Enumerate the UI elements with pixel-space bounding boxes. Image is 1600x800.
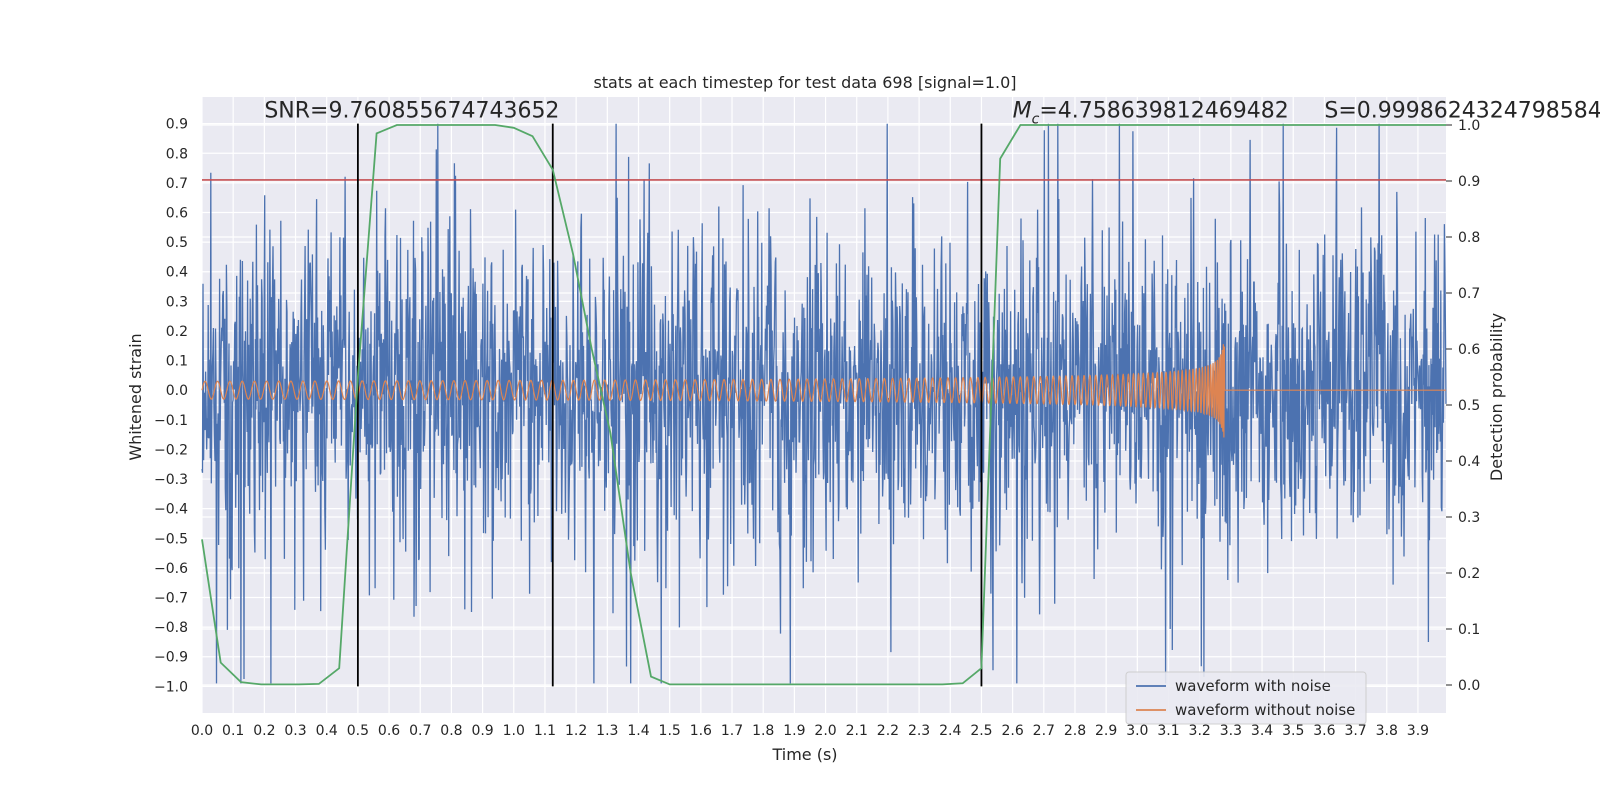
marker-lines	[356, 123, 983, 687]
x-tick-label: 0.1	[222, 723, 244, 739]
x-tick-label: 3.9	[1407, 723, 1429, 739]
y2-tick-label: 0.5	[1458, 398, 1480, 414]
x-tick-label: 2.3	[908, 723, 930, 739]
legend-label-with-noise: waveform with noise	[1175, 677, 1331, 695]
x-tick-label: 1.6	[690, 723, 712, 739]
x-tick-label: 2.8	[1064, 723, 1086, 739]
x-tick-label: 1.5	[659, 723, 681, 739]
x-tick-label: 2.2	[877, 723, 899, 739]
x-tick-label: 1.4	[627, 723, 649, 739]
y2-tick-label: 0.0	[1458, 678, 1480, 694]
x-tick-label: 0.2	[253, 723, 275, 739]
y-tick-label: 0.4	[166, 265, 188, 281]
noise-waveform-line	[201, 123, 1447, 684]
x-tick-label: 3.2	[1189, 723, 1211, 739]
x-tick-label: 2.5	[970, 723, 992, 739]
x-tick-label: 3.8	[1376, 723, 1398, 739]
x-tick-label: 3.0	[1126, 723, 1148, 739]
annotation-chirp-mass: Mc=4.758639812469482	[1013, 99, 1289, 128]
x-tick-label: 1.0	[503, 723, 525, 739]
x-tick-label: 2.0	[814, 723, 836, 739]
x-tick-label: 1.1	[534, 723, 556, 739]
x-tick-label: 3.1	[1157, 723, 1179, 739]
series-detection-probability	[201, 124, 1446, 686]
x-tick-label: 3.4	[1251, 723, 1273, 739]
y-tick-label: 0.9	[166, 117, 188, 133]
y-tick-label: −0.9	[154, 650, 188, 666]
x-tick-label: 3.6	[1313, 723, 1335, 739]
x-tick-label: 2.9	[1095, 723, 1117, 739]
y2-tick-label: 0.9	[1458, 174, 1480, 190]
y2-tick-label: 0.4	[1458, 454, 1480, 470]
x-tick-label: 3.3	[1220, 723, 1242, 739]
y-tick-label: 0.3	[166, 294, 188, 310]
x-tick-label: 1.8	[752, 723, 774, 739]
legend-box	[1125, 671, 1367, 725]
y2-tick-label: 0.8	[1458, 230, 1480, 246]
x-tick-label: 1.3	[596, 723, 618, 739]
legend-label-without-noise: waveform without noise	[1175, 701, 1355, 719]
x-tick-label: 0.5	[347, 723, 369, 739]
x-tick-label: 2.1	[846, 723, 868, 739]
x-tick-label: 0.0	[191, 723, 213, 739]
legend: waveform with noise waveform without noi…	[1125, 671, 1367, 725]
y2-tick-label: 0.3	[1458, 510, 1480, 526]
y-tick-label: −0.4	[154, 502, 188, 518]
x-tick-label: 3.7	[1344, 723, 1366, 739]
y-tick-label: 0.5	[166, 235, 188, 251]
x-tick-label: 0.8	[440, 723, 462, 739]
y-tick-label: 0.2	[166, 324, 188, 340]
x-tick-label: 0.4	[316, 723, 338, 739]
y-tick-label: −0.3	[154, 472, 188, 488]
y-tick-label: 0.1	[166, 354, 188, 370]
x-tick-label: 0.9	[471, 723, 493, 739]
x-tick-label: 1.9	[783, 723, 805, 739]
x-axis-label: Time (s)	[771, 745, 837, 764]
y-tick-label: −0.6	[154, 561, 188, 577]
y-tick-label: −0.2	[154, 442, 188, 458]
x-tick-label: 1.7	[721, 723, 743, 739]
detection-probability-line	[201, 124, 1446, 686]
series-waveform-with-noise	[201, 123, 1447, 684]
y-tick-label: −1.0	[154, 679, 188, 695]
x-tick-label: 1.2	[565, 723, 587, 739]
y-tick-label: 0.7	[166, 176, 188, 192]
y-tick-label: −0.8	[154, 620, 188, 636]
y-tick-label: 0.0	[166, 383, 188, 399]
y2-tick-label: 0.1	[1458, 622, 1480, 638]
y-tick-label: 0.6	[166, 206, 188, 222]
y-tick-label: 0.8	[166, 146, 188, 162]
y-tick-label: −0.5	[154, 531, 188, 547]
clean-waveform-line	[201, 344, 1446, 438]
x-tick-label: 0.6	[378, 723, 400, 739]
chart-title: stats at each timestep for test data 698…	[593, 73, 1016, 92]
y2-axis-ticks: 1.0 0.9 0.8 0.7 0.6 0.5 0.4 0.3 0.2 0.1 0.0	[1446, 118, 1480, 694]
x-tick-label: 3.5	[1282, 723, 1304, 739]
annotation-s: S=0.9998624324798584	[1324, 99, 1600, 124]
y-axis-label: Whitened strain	[126, 333, 145, 460]
x-tick-label: 0.7	[409, 723, 431, 739]
y2-tick-label: 0.7	[1458, 286, 1480, 302]
y2-tick-label: 0.6	[1458, 342, 1480, 358]
x-tick-label: 0.3	[284, 723, 306, 739]
x-tick-label: 2.6	[1001, 723, 1023, 739]
y-tick-label: −0.1	[154, 413, 188, 429]
x-tick-label: 2.7	[1033, 723, 1055, 739]
x-axis-ticks: 0.0 0.1 0.2 0.3 0.4 0.5 0.6 0.7 0.8 0.9 1.0 1.1 1.2 1…	[191, 723, 1429, 739]
x-tick-label: 2.4	[939, 723, 961, 739]
y-tick-label: −0.7	[154, 591, 188, 607]
y2-axis-label: Detection probability	[1487, 313, 1506, 481]
y-axis-ticks: 0.9 0.8 0.7 0.6 0.5 0.4 0.3 0.2 0.1 0.0 −0.1 −0.2 −0…	[154, 117, 188, 696]
y2-tick-label: 1.0	[1458, 118, 1480, 134]
series-waveform-without-noise	[201, 344, 1446, 438]
y2-tick-label: 0.2	[1458, 566, 1480, 582]
annotation-snr: SNR=9.760855674743652	[264, 99, 559, 124]
